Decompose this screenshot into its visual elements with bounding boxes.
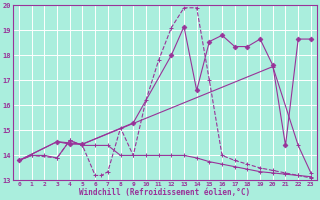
X-axis label: Windchill (Refroidissement éolien,°C): Windchill (Refroidissement éolien,°C) xyxy=(79,188,251,197)
